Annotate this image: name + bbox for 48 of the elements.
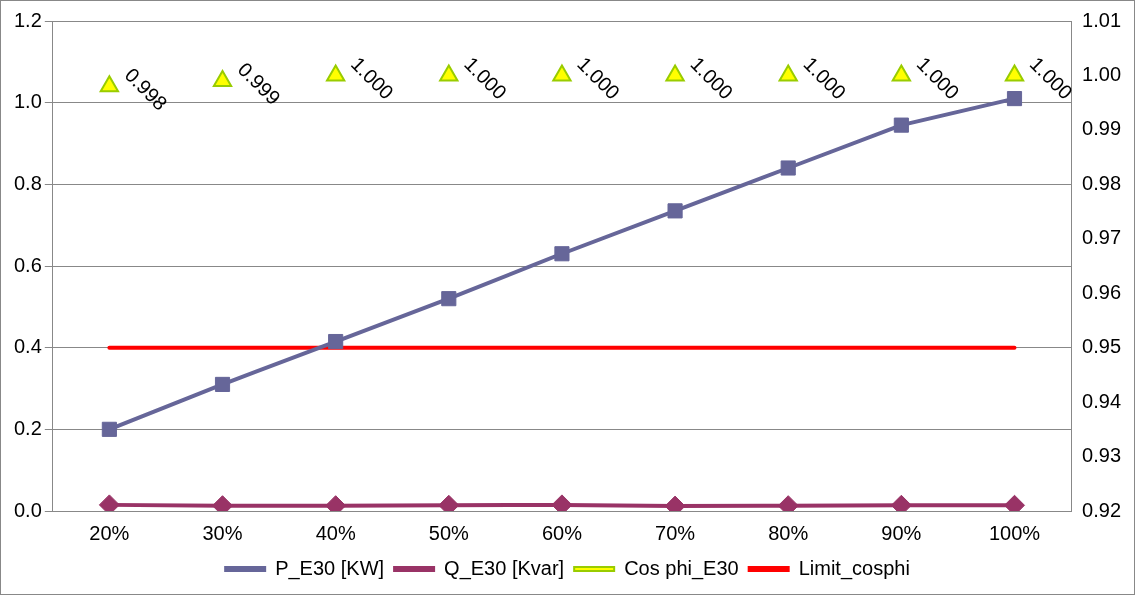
point (214, 376, 231, 392)
y2-tick-label: 0.96 (1082, 280, 1122, 303)
x-tick-label: 20% (89, 521, 130, 544)
point (328, 333, 344, 350)
point (665, 64, 685, 82)
point (778, 64, 798, 82)
point (1006, 91, 1023, 107)
point (326, 64, 346, 82)
point (780, 160, 796, 176)
x-tick-label: 90% (881, 521, 922, 544)
y-tick-label: 0.6 (13, 253, 42, 276)
y2-tick-label: 0.98 (1082, 171, 1122, 194)
point (439, 64, 459, 82)
x-tick-label: 100% (988, 521, 1041, 544)
point (101, 421, 117, 437)
y2-tick-label: 0.97 (1082, 226, 1122, 249)
point (893, 117, 909, 133)
point (554, 246, 570, 262)
y-tick-label: 0.4 (13, 335, 42, 358)
legend-label: Limit_cosphi (798, 556, 910, 580)
point (212, 69, 233, 87)
legend-label: P_E30 [KW] (275, 556, 385, 580)
legend-label: Q_E30 [Kvar] (444, 556, 565, 580)
y-tick-label: 1.2 (13, 8, 42, 31)
y-tick-label: 0.8 (13, 171, 42, 194)
legend-label: Cos phi_E30 (624, 556, 739, 580)
y2-tick-label: 0.93 (1082, 444, 1122, 467)
point (99, 75, 120, 93)
y2-tick-label: 0.94 (1082, 389, 1122, 412)
x-tick-label: 40% (315, 521, 356, 544)
point (891, 64, 912, 82)
x-tick-label: 60% (541, 521, 583, 544)
y2-tick-label: 0.99 (1082, 117, 1122, 140)
x-tick-label: 50% (428, 521, 470, 544)
x-tick-label: 80% (768, 521, 809, 544)
point (1004, 64, 1025, 82)
y-tick-label: 0.2 (13, 416, 42, 439)
x-tick-label: 30% (202, 521, 243, 544)
point (441, 291, 457, 307)
y2-tick-label: 0.92 (1082, 498, 1122, 521)
point (667, 203, 683, 219)
y-tick-label: 1.0 (13, 90, 42, 113)
y2-tick-label: 0.95 (1082, 335, 1122, 358)
x-tick-label: 70% (655, 521, 696, 544)
point (552, 64, 572, 82)
y-tick-label: 0.0 (13, 498, 42, 521)
y2-tick-label: 1.00 (1082, 62, 1122, 85)
y2-tick-label: 1.01 (1082, 8, 1122, 31)
